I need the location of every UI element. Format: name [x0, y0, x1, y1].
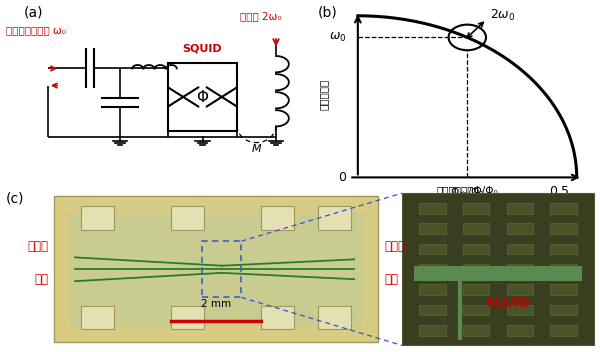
Text: 端子: 端子 [384, 272, 398, 285]
Bar [419, 244, 446, 254]
Bar [463, 325, 490, 336]
Bar [463, 304, 490, 315]
Bar [506, 223, 533, 234]
Bar [414, 266, 582, 282]
Text: 0: 0 [338, 171, 346, 184]
Bar [550, 325, 577, 336]
Bar [171, 306, 204, 329]
Text: 0.5: 0.5 [550, 185, 569, 198]
Bar [419, 223, 446, 234]
Bar [550, 264, 577, 275]
Bar [506, 325, 533, 336]
Bar [506, 244, 533, 254]
Bar [463, 284, 490, 295]
Text: $\Phi$: $\Phi$ [196, 89, 209, 105]
Bar [550, 304, 577, 315]
Text: $2\omega_0$: $2\omega_0$ [490, 8, 515, 24]
Bar [318, 206, 351, 230]
Text: SQUID: SQUID [485, 296, 530, 309]
Text: (c): (c) [6, 191, 25, 206]
Text: ポンプ: ポンプ [384, 240, 405, 253]
Text: (a): (a) [24, 6, 44, 20]
Bar [261, 206, 294, 230]
Bar [506, 284, 533, 295]
Bar [463, 244, 490, 254]
Bar [506, 264, 533, 275]
Bar [463, 203, 490, 214]
Bar [69, 213, 363, 326]
Bar [171, 206, 204, 230]
Text: (b): (b) [317, 6, 337, 20]
Bar [550, 203, 577, 214]
Bar [463, 264, 490, 275]
Bar [81, 206, 114, 230]
Bar [318, 306, 351, 329]
Bar [419, 325, 446, 336]
Text: 入出力シグナル ω₀: 入出力シグナル ω₀ [6, 25, 66, 36]
Bar [506, 304, 533, 315]
Text: $\omega_0$: $\omega_0$ [329, 31, 346, 44]
Bar [419, 203, 446, 214]
Bar [202, 241, 241, 297]
Bar [168, 63, 237, 131]
Bar [419, 264, 446, 275]
Text: M: M [251, 144, 262, 155]
Bar [550, 284, 577, 295]
Bar [506, 203, 533, 214]
Bar [402, 193, 594, 345]
Bar [81, 306, 114, 329]
Text: $\Phi_{dc}/\Phi_0$: $\Phi_{dc}/\Phi_0$ [450, 185, 485, 199]
Text: 入出力: 入出力 [27, 240, 48, 253]
Bar [550, 244, 577, 254]
Text: SQUID: SQUID [182, 43, 223, 53]
Bar [550, 223, 577, 234]
Bar [419, 284, 446, 295]
Text: 2 mm: 2 mm [201, 299, 231, 309]
Text: 磁場バイアスΦ/Φ₀: 磁場バイアスΦ/Φ₀ [436, 185, 498, 195]
Text: 端子: 端子 [34, 272, 48, 285]
Bar [54, 196, 378, 342]
Text: ポンプ 2ω₀: ポンプ 2ω₀ [240, 11, 281, 21]
Bar [463, 223, 490, 234]
Bar [419, 304, 446, 315]
Bar [261, 306, 294, 329]
Text: 共振周波数: 共振周波数 [318, 79, 328, 110]
